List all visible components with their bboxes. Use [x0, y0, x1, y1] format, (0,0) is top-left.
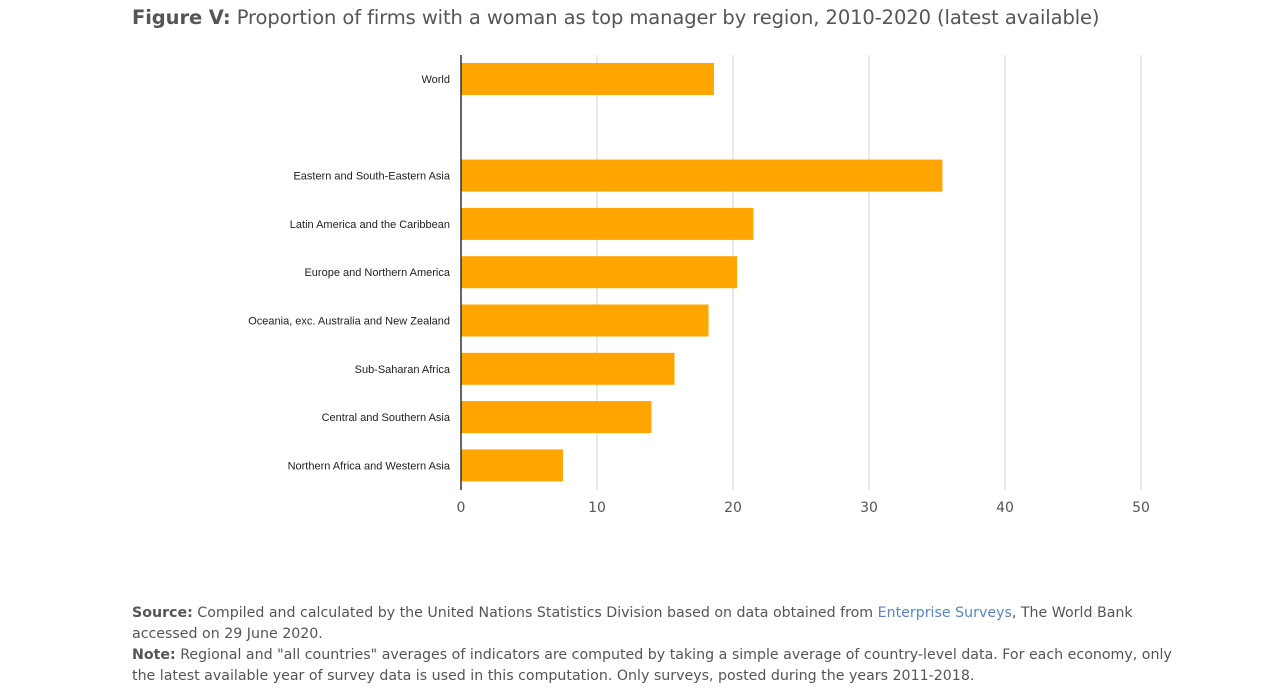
- category-labels: World Eastern and South-Eastern Asia Latin…: [248, 74, 451, 472]
- x-tick-label: 40: [996, 500, 1014, 516]
- x-tick-label: 10: [588, 500, 606, 516]
- bar[interactable]: [461, 159, 943, 192]
- category-label: World: [421, 74, 450, 86]
- category-label: Europe and Northern America: [304, 267, 450, 279]
- figure-title: Figure V: Proportion of firms with a wom…: [132, 6, 1100, 29]
- figure-title-text: Proportion of firms with a woman as top …: [236, 6, 1100, 29]
- method-note: Note: Regional and "all countries" avera…: [132, 645, 1172, 687]
- source-note: Source: Compiled and calculated by the U…: [132, 603, 1172, 645]
- x-tick-label: 50: [1132, 500, 1150, 516]
- x-tick-label: 0: [457, 500, 466, 516]
- category-label: Latin America and the Caribbean: [290, 219, 450, 231]
- bars: [461, 63, 943, 482]
- category-label: Eastern and South-Eastern Asia: [293, 171, 450, 183]
- figure-label: Figure V:: [132, 6, 231, 29]
- x-tick-label: 30: [860, 500, 878, 516]
- category-label: Sub-Saharan Africa: [355, 364, 451, 376]
- source-text: Compiled and calculated by the United Na…: [192, 605, 878, 621]
- bar[interactable]: [461, 256, 738, 289]
- category-label: Oceania, exc. Australia and New Zealand: [248, 316, 450, 328]
- bar-chart: World Eastern and South-Eastern Asia Latin…: [248, 55, 1150, 516]
- x-tick-label: 20: [724, 500, 742, 516]
- bar[interactable]: [461, 304, 709, 337]
- bar[interactable]: [461, 63, 714, 95]
- note-text: Regional and "all countries" averages of…: [132, 647, 1172, 684]
- bar[interactable]: [461, 352, 675, 385]
- source-text-end: , The World Bank accessed on 29 June 202…: [132, 605, 1133, 642]
- x-tick-labels: 0 10 20 30 40 50: [457, 500, 1150, 516]
- bar[interactable]: [461, 401, 652, 434]
- note-label: Note:: [132, 647, 176, 663]
- enterprise-surveys-link[interactable]: Enterprise Surveys: [877, 605, 1012, 621]
- bar[interactable]: [461, 207, 754, 240]
- source-label: Source:: [132, 605, 193, 621]
- figure-notes: Source: Compiled and calculated by the U…: [132, 603, 1172, 687]
- bar[interactable]: [461, 449, 563, 482]
- category-label: Northern Africa and Western Asia: [288, 460, 451, 472]
- category-label: Central and Southern Asia: [322, 412, 451, 424]
